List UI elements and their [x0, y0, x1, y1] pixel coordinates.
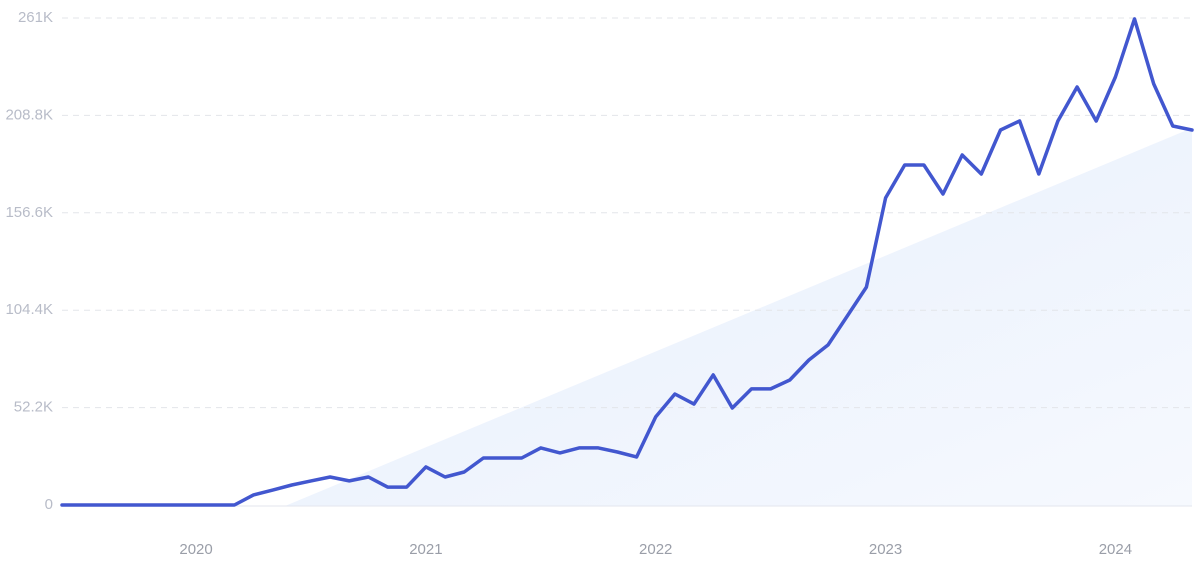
y-tick-label: 261K [18, 9, 53, 26]
x-tick-label: 2024 [1099, 541, 1132, 558]
y-tick-label: 104.4K [5, 301, 53, 318]
line [60, 17, 1194, 507]
y-tick-label: 52.2K [14, 399, 53, 416]
x-tick-label: 2020 [179, 541, 212, 558]
y-tick-label: 208.8K [5, 106, 53, 123]
x-tick-label: 2023 [869, 541, 902, 558]
y-tick-label: 0 [45, 496, 53, 513]
y-tick-label: 156.6K [5, 204, 53, 221]
x-tick-label: 2022 [639, 541, 672, 558]
x-tick-label: 2021 [409, 541, 442, 558]
trend-area [285, 128, 1192, 506]
